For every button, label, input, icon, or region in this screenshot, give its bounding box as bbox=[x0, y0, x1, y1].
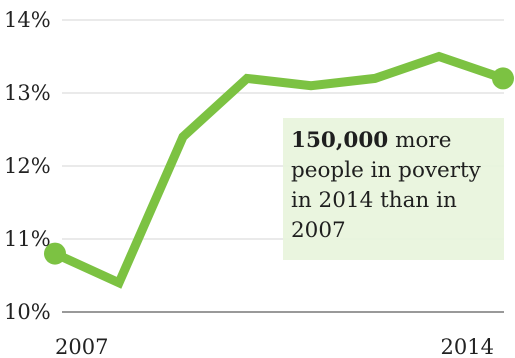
y-tick-label: 10% bbox=[4, 300, 51, 324]
x-tick-label: 2007 bbox=[55, 335, 108, 358]
y-tick-label: 11% bbox=[4, 227, 51, 251]
series-line bbox=[44, 51, 514, 289]
poverty-rate-line bbox=[53, 51, 505, 289]
x-tick-label: 2014 bbox=[441, 335, 494, 358]
annotation-bold: 150,000 bbox=[291, 128, 389, 153]
y-tick-label: 12% bbox=[4, 154, 51, 178]
start-point bbox=[44, 242, 66, 265]
y-tick-label: 13% bbox=[4, 81, 51, 105]
annotation-box: 150,000 more people in poverty in 2014 t… bbox=[283, 118, 504, 260]
end-point bbox=[492, 67, 514, 90]
y-tick-label: 14% bbox=[4, 8, 51, 32]
annotation-text: more people in poverty in 2014 than in 2… bbox=[291, 128, 481, 243]
y-axis-ticks: 10% 11% 12% 13% 14% bbox=[4, 8, 51, 324]
x-axis-ticks: 2007 2014 bbox=[55, 335, 494, 358]
